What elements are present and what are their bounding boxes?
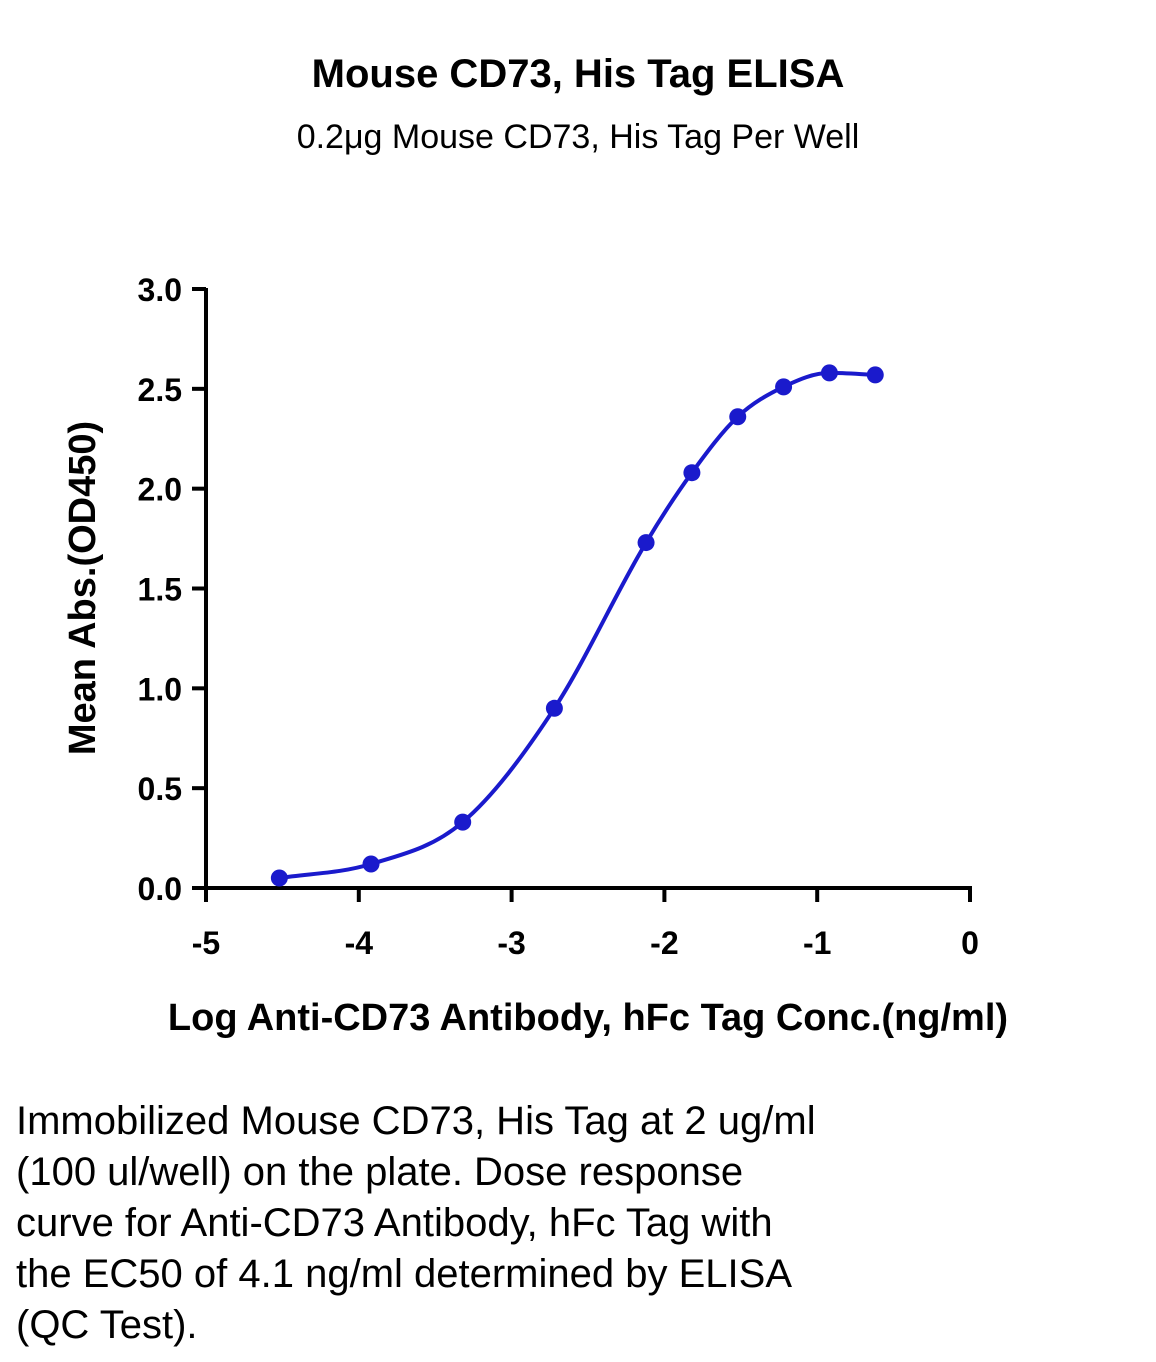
- data-point: [729, 408, 747, 426]
- x-tick-label: -4: [345, 925, 374, 961]
- caption: Immobilized Mouse CD73, His Tag at 2 ug/…: [16, 1099, 816, 1347]
- y-axis-title: Mean Abs.(OD450): [62, 421, 104, 755]
- data-point: [454, 813, 472, 831]
- data-point: [270, 869, 288, 887]
- x-tick-label: -5: [192, 925, 220, 961]
- chart-subtitle: 0.2μg Mouse CD73, His Tag Per Well: [296, 118, 860, 156]
- elisa-chart: -5 -4 -3 -2 -1 0 0.0 0.5 1.0 1.5 2.0 2.5 3.0 Log Ant…: [62, 272, 1008, 1039]
- axes: -5 -4 -3 -2 -1 0 0.0 0.5 1.0 1.5 2.0 2.5 3.0: [138, 272, 979, 961]
- fit-curve: [279, 370, 876, 880]
- x-tick-label: 0: [961, 925, 979, 961]
- y-tick-label: 3.0: [138, 272, 182, 308]
- y-tick-label: 2.5: [138, 372, 182, 408]
- data-points: [270, 364, 884, 887]
- data-point: [866, 366, 884, 384]
- x-axis-title: Log Anti-CD73 Antibody, hFc Tag Conc.(ng…: [168, 997, 1008, 1039]
- chart-title: Mouse CD73, His Tag ELISA: [311, 52, 845, 96]
- x-tick-label: -3: [497, 925, 525, 961]
- data-point: [545, 699, 563, 717]
- y-tick-label: 0.0: [138, 871, 182, 907]
- data-point: [775, 378, 793, 396]
- y-tick-label: 2.0: [138, 472, 182, 508]
- data-point: [683, 464, 701, 482]
- data-point: [362, 855, 380, 873]
- x-tick-label: -2: [650, 925, 678, 961]
- data-point: [820, 364, 838, 382]
- data-point: [637, 534, 655, 552]
- y-tick-label: 1.5: [138, 572, 182, 608]
- x-tick-label: -1: [803, 925, 831, 961]
- y-tick-label: 1.0: [138, 671, 182, 707]
- y-tick-label: 0.5: [138, 771, 182, 807]
